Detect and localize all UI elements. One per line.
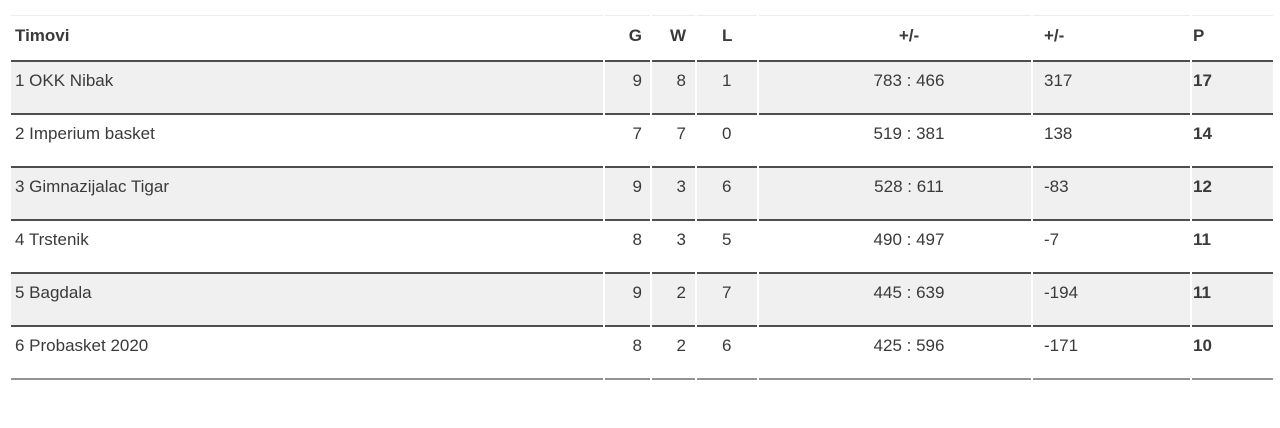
score-cell: 445 : 639	[759, 274, 1031, 327]
diff-cell: -7	[1033, 221, 1190, 274]
column-header-score: +/-	[759, 15, 1031, 62]
g-cell: 7	[605, 115, 650, 168]
score-cell: 490 : 497	[759, 221, 1031, 274]
header-row: Timovi G W L +/- +/- P	[11, 15, 1273, 62]
diff-cell: 317	[1033, 62, 1190, 115]
table-row: 5 Bagdala 9 2 7 445 : 639 -194 11	[11, 274, 1273, 327]
table-row: 6 Probasket 2020 8 2 6 425 : 596 -171 10	[11, 327, 1273, 380]
diff-cell: -194	[1033, 274, 1190, 327]
g-cell: 9	[605, 62, 650, 115]
column-header-team: Timovi	[11, 15, 603, 62]
l-cell: 6	[697, 168, 757, 221]
team-cell: 3 Gimnazijalac Tigar	[11, 168, 603, 221]
diff-cell: 138	[1033, 115, 1190, 168]
table-row: 4 Trstenik 8 3 5 490 : 497 -7 11	[11, 221, 1273, 274]
score-cell: 528 : 611	[759, 168, 1031, 221]
score-cell: 783 : 466	[759, 62, 1031, 115]
diff-cell: -171	[1033, 327, 1190, 380]
table-body: 1 OKK Nibak 9 8 1 783 : 466 317 17 2 Imperium b…	[11, 62, 1273, 380]
w-cell: 3	[652, 221, 695, 274]
l-cell: 7	[697, 274, 757, 327]
l-cell: 6	[697, 327, 757, 380]
l-cell: 0	[697, 115, 757, 168]
score-cell: 425 : 596	[759, 327, 1031, 380]
w-cell: 3	[652, 168, 695, 221]
team-cell: 5 Bagdala	[11, 274, 603, 327]
p-cell: 11	[1192, 274, 1273, 327]
column-header-l: L	[697, 15, 757, 62]
p-cell: 10	[1192, 327, 1273, 380]
g-cell: 8	[605, 221, 650, 274]
p-cell: 14	[1192, 115, 1273, 168]
table-row: 3 Gimnazijalac Tigar 9 3 6 528 : 611 -83 12	[11, 168, 1273, 221]
table-row: 2 Imperium basket 7 7 0 519 : 381 138 14	[11, 115, 1273, 168]
l-cell: 5	[697, 221, 757, 274]
w-cell: 2	[652, 274, 695, 327]
w-cell: 8	[652, 62, 695, 115]
team-cell: 2 Imperium basket	[11, 115, 603, 168]
l-cell: 1	[697, 62, 757, 115]
table-row: 1 OKK Nibak 9 8 1 783 : 466 317 17	[11, 62, 1273, 115]
column-header-w: W	[652, 15, 695, 62]
standings-table: Timovi G W L +/- +/- P 1 OKK Nibak 9 8 1 783 : 466…	[9, 15, 1275, 380]
column-header-diff: +/-	[1033, 15, 1190, 62]
w-cell: 2	[652, 327, 695, 380]
w-cell: 7	[652, 115, 695, 168]
g-cell: 9	[605, 168, 650, 221]
team-cell: 1 OKK Nibak	[11, 62, 603, 115]
column-header-p: P	[1192, 15, 1273, 62]
team-cell: 4 Trstenik	[11, 221, 603, 274]
g-cell: 8	[605, 327, 650, 380]
team-cell: 6 Probasket 2020	[11, 327, 603, 380]
score-cell: 519 : 381	[759, 115, 1031, 168]
column-header-g: G	[605, 15, 650, 62]
p-cell: 11	[1192, 221, 1273, 274]
p-cell: 17	[1192, 62, 1273, 115]
p-cell: 12	[1192, 168, 1273, 221]
diff-cell: -83	[1033, 168, 1190, 221]
g-cell: 9	[605, 274, 650, 327]
table-header: Timovi G W L +/- +/- P	[11, 15, 1273, 62]
